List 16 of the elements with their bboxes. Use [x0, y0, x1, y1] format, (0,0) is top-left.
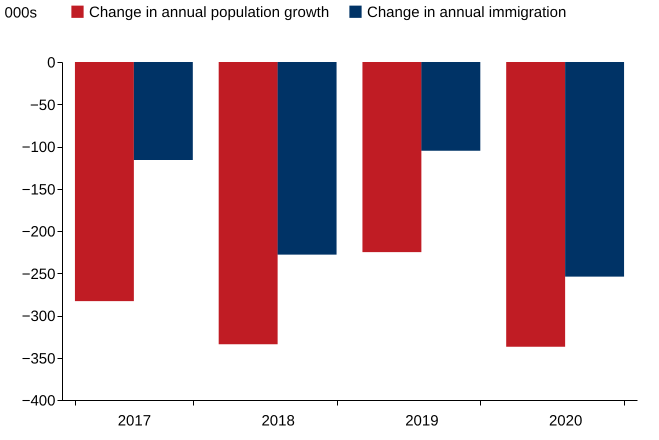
legend-label: Change in annual immigration — [367, 4, 566, 21]
y-tick-label: −300 — [22, 308, 56, 325]
y-tick-label: −350 — [22, 350, 56, 368]
x-tick-label: 2020 — [548, 412, 582, 430]
x-tick-label: 2017 — [118, 412, 152, 430]
y-tick-label: −50 — [30, 96, 56, 114]
y-tick-label: −100 — [22, 139, 56, 156]
x-tick-label: 2019 — [405, 412, 439, 430]
y-tick-label: −400 — [22, 392, 56, 410]
y-tick-label: −200 — [22, 224, 56, 240]
y-tick-label: −250 — [22, 266, 56, 283]
legend-label: Change in annual population growth — [89, 4, 330, 21]
y-tick-label: 0 — [47, 54, 56, 72]
x-tick-label: 2018 — [261, 412, 295, 430]
y-tick-label: −150 — [22, 181, 56, 198]
y-axis-title: 000s — [4, 4, 38, 22]
